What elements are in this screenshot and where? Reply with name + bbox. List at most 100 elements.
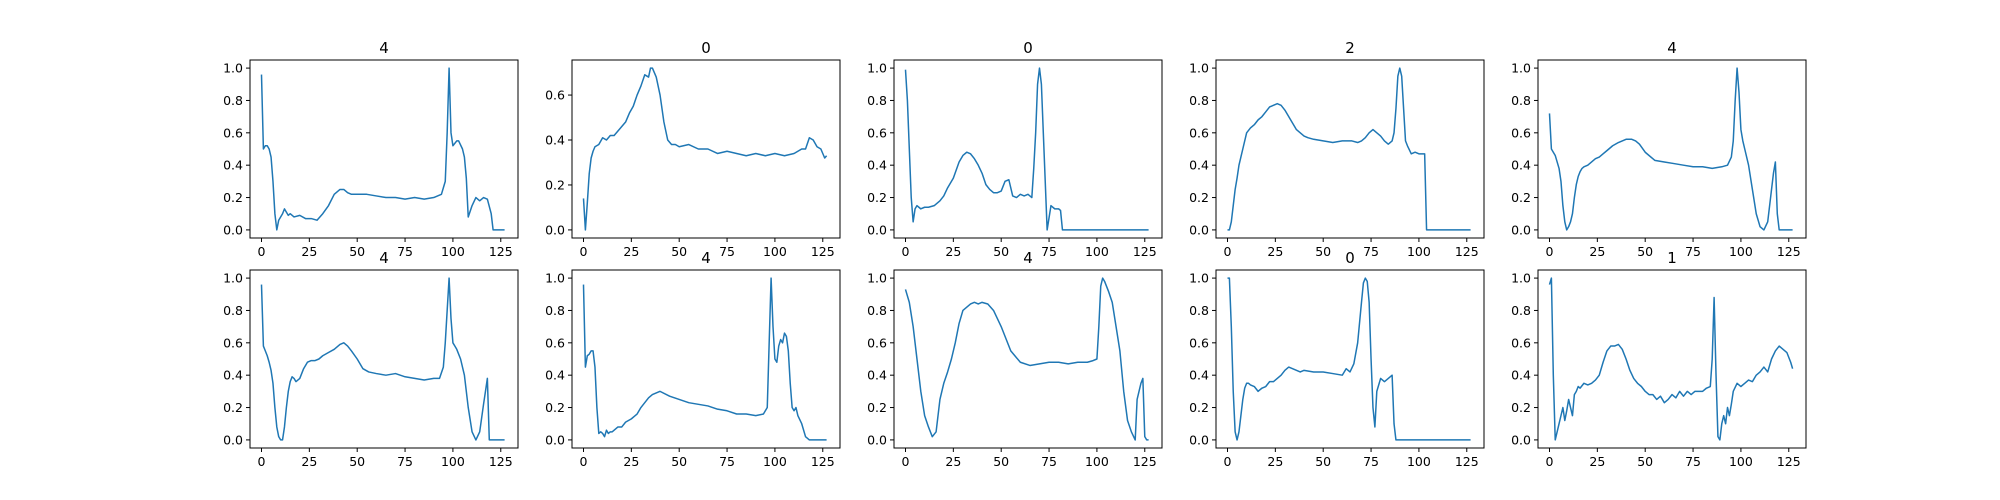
x-tick-label: 75 xyxy=(397,454,413,469)
x-tick-label: 50 xyxy=(349,454,365,469)
x-tick-label: 50 xyxy=(993,244,1009,259)
x-tick-label: 100 xyxy=(1085,244,1109,259)
y-tick-label: 1.0 xyxy=(223,61,243,76)
x-tick-label: 75 xyxy=(719,244,735,259)
x-tick-label: 50 xyxy=(1315,244,1331,259)
y-tick-label: 0.2 xyxy=(1189,190,1209,205)
y-tick-label: 0.0 xyxy=(1511,432,1531,447)
x-tick-label: 100 xyxy=(1729,244,1753,259)
x-tick-label: 100 xyxy=(1729,454,1753,469)
y-tick-label: 0.8 xyxy=(1189,303,1209,318)
y-tick-label: 0.4 xyxy=(545,368,565,383)
series-line xyxy=(582,67,828,231)
y-tick-label: 0.4 xyxy=(1511,368,1531,383)
subplot-title: 4 xyxy=(379,249,389,267)
y-tick-label: 0.2 xyxy=(867,400,887,415)
y-tick-label: 0.8 xyxy=(1511,303,1531,318)
x-tick-label: 75 xyxy=(1363,244,1379,259)
y-tick-label: 1.0 xyxy=(545,271,565,286)
y-tick-label: 0.2 xyxy=(223,190,243,205)
y-tick-label: 0.6 xyxy=(1189,335,1209,350)
axes-frame xyxy=(1537,59,1807,239)
x-tick-label: 0 xyxy=(1224,244,1232,259)
x-tick-label: 25 xyxy=(1589,454,1605,469)
x-tick-label: 75 xyxy=(1685,244,1701,259)
series-line xyxy=(1227,67,1471,231)
axes-frame xyxy=(1537,269,1807,449)
x-tick-label: 125 xyxy=(489,454,513,469)
y-tick-label: 0.0 xyxy=(1511,222,1531,237)
x-tick-label: 125 xyxy=(1133,454,1157,469)
y-tick-label: 0.0 xyxy=(223,222,243,237)
y-tick-label: 0.0 xyxy=(1189,222,1209,237)
y-tick-label: 0.6 xyxy=(1189,125,1209,140)
subplot-6: 0 25 50 75 100 125 0.0 0.2 0.4 0.6 0.8 1.0 4 xyxy=(223,249,519,469)
y-tick-label: 0.6 xyxy=(1511,335,1531,350)
y-tick-label: 0.4 xyxy=(867,368,887,383)
y-tick-label: 0.4 xyxy=(223,368,243,383)
x-tick-label: 25 xyxy=(623,244,639,259)
y-tick-label: 0.0 xyxy=(867,222,887,237)
x-tick-label: 75 xyxy=(397,244,413,259)
x-tick-label: 50 xyxy=(993,454,1009,469)
x-tick-label: 0 xyxy=(580,244,588,259)
x-tick-label: 75 xyxy=(1685,454,1701,469)
y-tick-label: 0.6 xyxy=(223,125,243,140)
series-line xyxy=(1548,67,1793,231)
x-tick-label: 50 xyxy=(1315,454,1331,469)
y-tick-label: 0.6 xyxy=(223,335,243,350)
y-tick-label: 0.2 xyxy=(223,400,243,415)
x-tick-label: 100 xyxy=(763,454,787,469)
x-tick-label: 0 xyxy=(258,244,266,259)
x-tick-label: 75 xyxy=(719,454,735,469)
series-line xyxy=(1227,277,1471,441)
y-tick-label: 0.6 xyxy=(545,88,565,103)
x-tick-label: 0 xyxy=(1224,454,1232,469)
axes-frame xyxy=(1215,59,1485,239)
series-line xyxy=(260,67,505,231)
x-tick-label: 100 xyxy=(441,454,465,469)
x-tick-label: 25 xyxy=(301,244,317,259)
y-tick-label: 0.6 xyxy=(1511,125,1531,140)
x-tick-label: 25 xyxy=(945,454,961,469)
subplot-title: 0 xyxy=(701,39,711,57)
subplot-3: 0 25 50 75 100 125 0.0 0.2 0.4 0.6 0.8 1.0 0 xyxy=(867,39,1163,259)
y-tick-label: 0.0 xyxy=(867,432,887,447)
x-tick-label: 125 xyxy=(1133,244,1157,259)
series-line xyxy=(1548,277,1794,441)
x-tick-label: 0 xyxy=(1546,454,1554,469)
x-tick-label: 100 xyxy=(441,244,465,259)
y-tick-label: 0.0 xyxy=(545,432,565,447)
y-tick-label: 1.0 xyxy=(1189,61,1209,76)
x-tick-label: 25 xyxy=(301,454,317,469)
y-tick-label: 1.0 xyxy=(1511,271,1531,286)
y-tick-label: 0.4 xyxy=(223,158,243,173)
y-tick-label: 0.2 xyxy=(1511,400,1531,415)
y-tick-label: 0.4 xyxy=(867,158,887,173)
y-tick-label: 1.0 xyxy=(1511,61,1531,76)
x-tick-label: 125 xyxy=(489,244,513,259)
x-tick-label: 25 xyxy=(1267,244,1283,259)
x-tick-label: 125 xyxy=(1455,454,1479,469)
y-tick-label: 0.0 xyxy=(1189,432,1209,447)
axes-frame xyxy=(249,269,519,449)
x-tick-label: 25 xyxy=(623,454,639,469)
subplot-title: 1 xyxy=(1667,249,1677,267)
x-tick-label: 125 xyxy=(811,244,835,259)
x-tick-label: 75 xyxy=(1041,244,1057,259)
y-tick-label: 0.8 xyxy=(867,93,887,108)
subplot-8: 0 25 50 75 100 125 0.0 0.2 0.4 0.6 0.8 1.0 4 xyxy=(867,249,1163,469)
y-tick-label: 0.8 xyxy=(1189,93,1209,108)
x-tick-label: 50 xyxy=(1637,454,1653,469)
x-tick-label: 100 xyxy=(1407,244,1431,259)
subplot-10: 0 25 50 75 100 125 0.0 0.2 0.4 0.6 0.8 1.0 1 xyxy=(1511,249,1807,469)
x-tick-label: 0 xyxy=(580,454,588,469)
series-line xyxy=(582,277,827,441)
y-tick-label: 0.8 xyxy=(867,303,887,318)
y-tick-label: 0.2 xyxy=(867,190,887,205)
x-tick-label: 125 xyxy=(1777,244,1801,259)
x-tick-label: 75 xyxy=(1363,454,1379,469)
x-tick-label: 125 xyxy=(1455,244,1479,259)
y-tick-label: 0.8 xyxy=(223,93,243,108)
